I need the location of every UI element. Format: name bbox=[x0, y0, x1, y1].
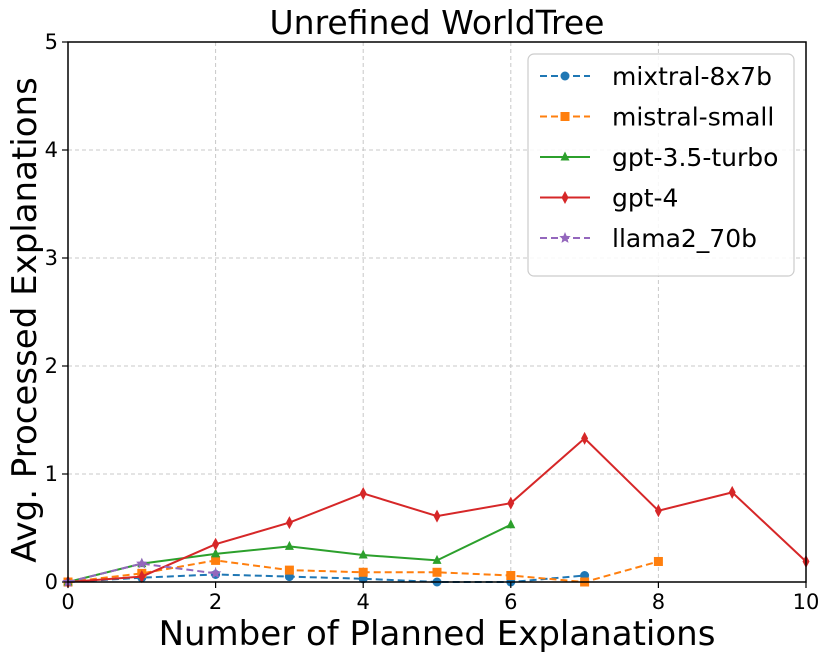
legend-item-llama2_70b: llama2_70b bbox=[540, 224, 757, 253]
data-point-mistral-small bbox=[284, 565, 294, 575]
chart-title: Unrefined WorldTree bbox=[270, 3, 605, 42]
series-gpt-4 bbox=[64, 431, 810, 589]
y-tick-label: 0 bbox=[45, 570, 58, 594]
data-point-mistral-small bbox=[358, 567, 368, 577]
legend-marker bbox=[560, 112, 570, 121]
data-point-gpt-3.5-turbo bbox=[211, 548, 221, 558]
x-tick-label: 4 bbox=[357, 590, 370, 614]
data-point-gpt-4 bbox=[359, 486, 367, 500]
legend-marker bbox=[559, 232, 571, 243]
y-axis-label: Avg. Processed Explanations bbox=[5, 77, 45, 563]
data-point-gpt-3.5-turbo bbox=[432, 554, 442, 564]
data-point-gpt-4 bbox=[728, 485, 736, 499]
data-point-gpt-3.5-turbo bbox=[284, 540, 294, 550]
series-line-llama2_70b bbox=[67, 562, 216, 583]
data-point-gpt-4 bbox=[138, 570, 146, 584]
legend-marker bbox=[560, 71, 570, 81]
x-tick-label: 0 bbox=[61, 590, 74, 614]
series-llama2_70b bbox=[62, 557, 222, 587]
legend-marker bbox=[561, 191, 569, 204]
data-point-mistral-small bbox=[211, 555, 221, 565]
legend-item-gpt-4: gpt-4 bbox=[540, 184, 678, 213]
legend-label: mistral-small bbox=[612, 103, 774, 132]
legend-item-mixtral-8x7b: mixtral-8x7b bbox=[540, 62, 772, 91]
data-point-gpt-3.5-turbo bbox=[358, 549, 368, 559]
data-point-gpt-4 bbox=[433, 509, 441, 523]
x-tick-label: 8 bbox=[652, 590, 665, 614]
y-tick-label: 5 bbox=[45, 30, 58, 54]
legend-box bbox=[527, 53, 795, 277]
x-tick-label: 2 bbox=[209, 590, 222, 614]
legend-label: llama2_70b bbox=[612, 224, 757, 253]
y-tick-label: 2 bbox=[45, 354, 58, 378]
legend-item-gpt-3.5-turbo: gpt-3.5-turbo bbox=[540, 143, 778, 172]
legend-label: gpt-3.5-turbo bbox=[612, 143, 778, 172]
y-tick-label: 4 bbox=[45, 138, 58, 162]
legend-marker bbox=[560, 151, 570, 161]
data-point-llama2_70b bbox=[209, 567, 222, 579]
plot-frame bbox=[67, 41, 807, 583]
data-point-gpt-4 bbox=[212, 537, 220, 551]
data-point-mistral-small bbox=[653, 556, 663, 566]
series-layer bbox=[62, 431, 810, 589]
data-point-llama2_70b bbox=[136, 557, 148, 569]
legend-label: gpt-4 bbox=[612, 184, 678, 213]
data-point-mistral-small bbox=[432, 567, 442, 577]
data-point-gpt-4 bbox=[285, 516, 293, 530]
legend: mixtral-8x7b mistral-small gpt-3.5-turbo gp… bbox=[527, 53, 795, 277]
y-tick-label: 1 bbox=[45, 462, 58, 486]
x-axis-label: Number of Planned Explanations bbox=[159, 614, 716, 654]
ticks: 0 2 4 6 8 10 0 1 2 3 4 5 bbox=[45, 30, 820, 614]
data-point-gpt-3.5-turbo bbox=[506, 519, 516, 529]
y-tick-label: 3 bbox=[45, 246, 58, 270]
data-point-gpt-4 bbox=[581, 431, 589, 445]
x-tick-label: 6 bbox=[504, 590, 517, 614]
data-point-mistral-small bbox=[506, 571, 516, 581]
x-tick-label: 10 bbox=[793, 590, 820, 614]
data-point-gpt-4 bbox=[654, 504, 662, 518]
legend-item-mistral-small: mistral-small bbox=[540, 103, 774, 132]
legend-label: mixtral-8x7b bbox=[612, 62, 772, 91]
data-point-gpt-4 bbox=[507, 496, 515, 510]
